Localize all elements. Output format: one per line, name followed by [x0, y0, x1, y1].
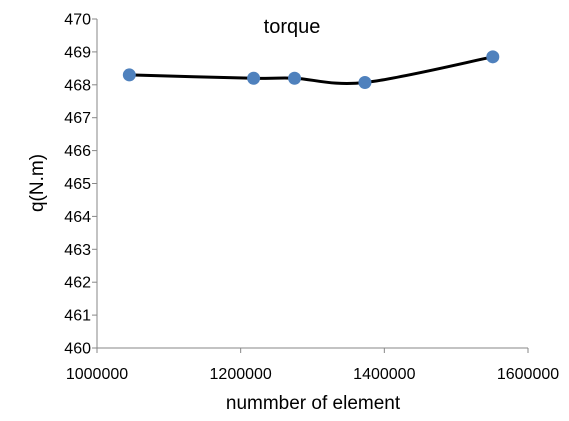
y-axis-title: q(N.m)	[27, 154, 48, 212]
y-tick-label: 469	[64, 44, 91, 61]
x-tick-label: 1200000	[210, 366, 272, 383]
data-point	[288, 71, 302, 85]
series-line	[127, 55, 495, 85]
x-tick-label: 1600000	[497, 366, 559, 383]
y-tick-labels: 460 461 462 463 464 465 466 467 468 469 470	[64, 12, 91, 358]
y-tick-label: 468	[64, 77, 91, 94]
data-point	[122, 68, 136, 82]
y-tick-label: 463	[64, 242, 91, 259]
y-tick-label: 467	[64, 110, 91, 127]
y-tick-label: 461	[64, 308, 91, 325]
x-tick-labels: 1000000 1200000 1400000 1600000	[66, 366, 559, 383]
data-point	[247, 71, 261, 85]
data-point	[486, 50, 500, 64]
y-tick-label: 462	[64, 275, 91, 292]
data-point	[358, 75, 372, 89]
y-tick-label: 465	[64, 176, 91, 193]
y-tick-label: 464	[64, 209, 91, 226]
chart-title: torque	[264, 16, 321, 38]
x-axis-title: nummber of element	[226, 393, 401, 414]
y-tick-label: 460	[64, 341, 91, 358]
y-tick-label: 470	[64, 12, 91, 29]
series-points	[122, 50, 500, 89]
series-lines	[127, 55, 495, 85]
x-tick-label: 1000000	[66, 366, 128, 383]
axes	[92, 18, 529, 353]
y-tick-label: 466	[64, 143, 91, 160]
x-tick-label: 1400000	[353, 366, 415, 383]
